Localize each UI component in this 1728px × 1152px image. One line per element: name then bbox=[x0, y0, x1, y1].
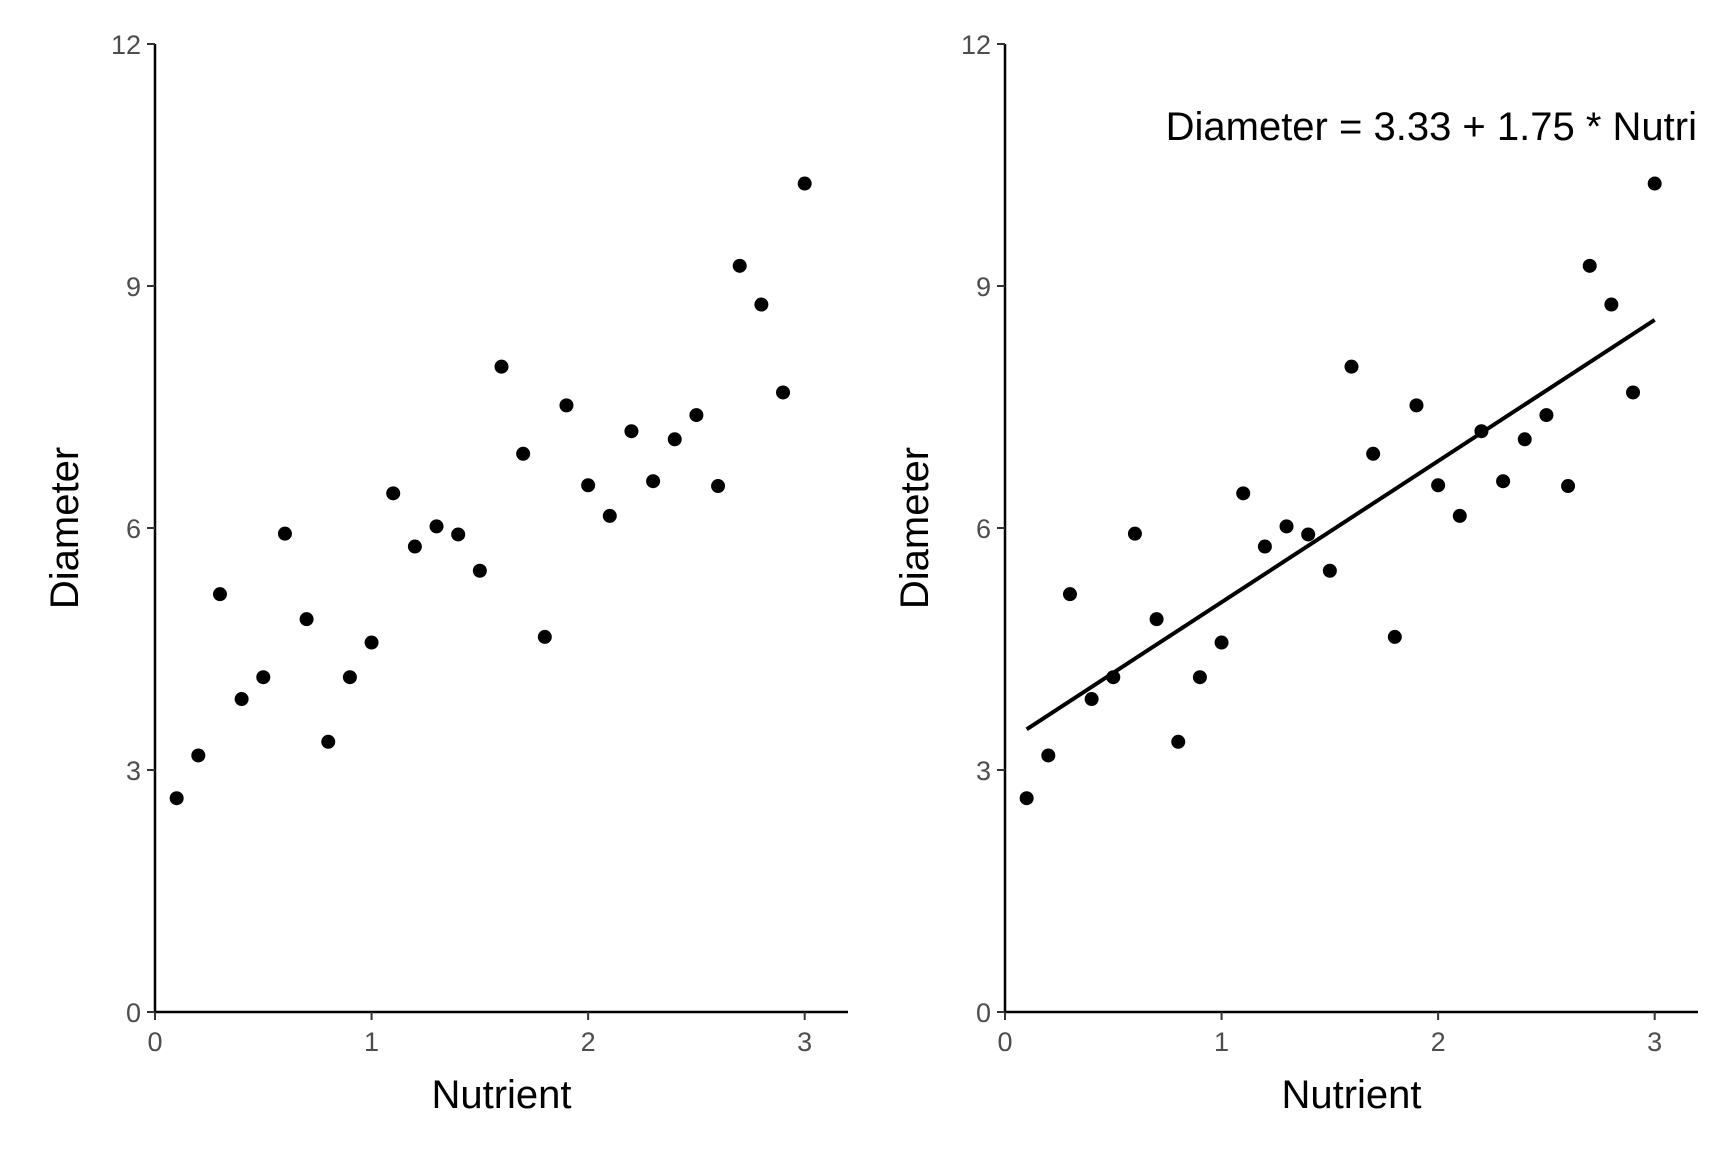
data-point bbox=[386, 486, 401, 501]
data-point bbox=[234, 692, 249, 707]
data-point bbox=[1279, 519, 1294, 534]
x-tick-label: 3 bbox=[1647, 1027, 1662, 1057]
data-point bbox=[559, 398, 574, 413]
data-point bbox=[516, 446, 531, 461]
data-point bbox=[581, 478, 596, 493]
equation-annotation: Diameter = 3.33 + 1.75 * Nutri bbox=[1166, 105, 1697, 149]
x-tick-label: 0 bbox=[147, 1027, 162, 1057]
data-point bbox=[1322, 563, 1337, 578]
y-tick-label: 3 bbox=[976, 756, 991, 786]
regression-line bbox=[1025, 318, 1656, 731]
x-axis-title: Nutrient bbox=[431, 1073, 571, 1117]
data-point bbox=[1604, 297, 1619, 312]
data-point bbox=[602, 508, 617, 523]
data-point bbox=[689, 408, 704, 423]
data-point bbox=[1019, 791, 1034, 806]
data-point bbox=[754, 297, 769, 312]
data-point bbox=[169, 791, 184, 806]
data-point bbox=[277, 526, 292, 541]
data-point bbox=[1344, 359, 1359, 374]
y-tick-label: 9 bbox=[976, 272, 991, 302]
data-point bbox=[191, 748, 206, 763]
data-point bbox=[1474, 424, 1489, 439]
data-point bbox=[256, 670, 271, 685]
y-axis-title: Diameter bbox=[43, 447, 87, 609]
data-point bbox=[1582, 258, 1597, 273]
data-point bbox=[1496, 474, 1511, 489]
y-tick-label: 6 bbox=[976, 514, 991, 544]
x-tick-label: 2 bbox=[1431, 1027, 1446, 1057]
data-point bbox=[321, 734, 336, 749]
data-point bbox=[429, 519, 444, 534]
data-point bbox=[711, 479, 726, 494]
data-point bbox=[1431, 478, 1446, 493]
x-tick-label: 2 bbox=[581, 1027, 596, 1057]
data-point bbox=[537, 629, 552, 644]
data-point bbox=[1452, 508, 1467, 523]
data-point bbox=[667, 432, 682, 447]
data-point bbox=[1171, 734, 1186, 749]
data-point bbox=[1561, 479, 1576, 494]
data-point bbox=[1257, 539, 1272, 554]
data-point bbox=[1149, 612, 1164, 627]
data-point bbox=[1517, 432, 1532, 447]
data-point bbox=[624, 424, 639, 439]
x-tick-label: 1 bbox=[1214, 1027, 1229, 1057]
y-tick-label: 0 bbox=[976, 998, 991, 1028]
data-point bbox=[797, 176, 812, 191]
data-point bbox=[364, 635, 379, 650]
data-point bbox=[1409, 398, 1424, 413]
data-point bbox=[451, 527, 466, 542]
data-point bbox=[732, 258, 747, 273]
data-point bbox=[494, 359, 509, 374]
y-tick-label: 12 bbox=[961, 30, 991, 60]
x-axis-title: Nutrient bbox=[1281, 1073, 1421, 1117]
data-point bbox=[776, 385, 791, 400]
y-tick-label: 12 bbox=[111, 30, 141, 60]
data-point bbox=[1301, 527, 1316, 542]
data-point bbox=[1062, 587, 1077, 602]
data-point bbox=[407, 539, 422, 554]
data-point bbox=[299, 612, 314, 627]
data-point bbox=[1192, 670, 1207, 685]
data-point bbox=[1084, 692, 1099, 707]
data-point bbox=[1214, 635, 1229, 650]
x-tick-label: 3 bbox=[797, 1027, 812, 1057]
y-tick-label: 6 bbox=[126, 514, 141, 544]
data-point bbox=[1236, 486, 1251, 501]
data-point bbox=[472, 563, 487, 578]
data-point bbox=[212, 587, 227, 602]
data-point bbox=[1626, 385, 1641, 400]
x-tick-label: 1 bbox=[364, 1027, 379, 1057]
y-axis-title: Diameter bbox=[893, 447, 937, 609]
data-point bbox=[1041, 748, 1056, 763]
y-tick-label: 3 bbox=[126, 756, 141, 786]
data-point bbox=[1539, 408, 1554, 423]
data-point bbox=[646, 474, 661, 489]
y-tick-label: 9 bbox=[126, 272, 141, 302]
data-point bbox=[1647, 176, 1662, 191]
data-point bbox=[1387, 629, 1402, 644]
data-point bbox=[1106, 670, 1121, 685]
x-tick-label: 0 bbox=[997, 1027, 1012, 1057]
data-point bbox=[1366, 446, 1381, 461]
data-point bbox=[342, 670, 357, 685]
data-point bbox=[1127, 526, 1142, 541]
y-tick-label: 0 bbox=[126, 998, 141, 1028]
